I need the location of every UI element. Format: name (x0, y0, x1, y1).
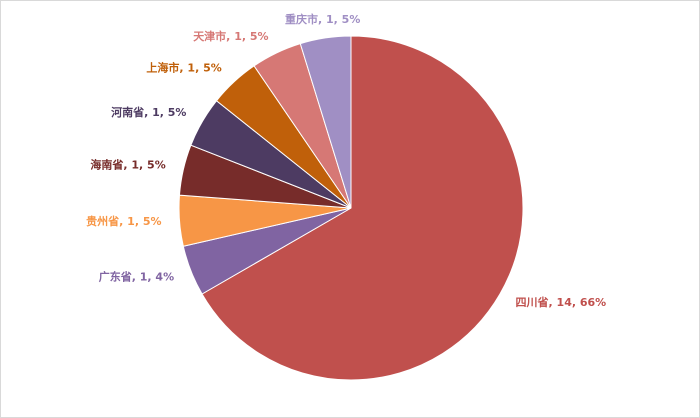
data-label: 四川省, 14, 66% (516, 295, 607, 309)
pie-slice (201, 35, 524, 381)
data-label: 上海市, 1, 5% (146, 61, 221, 75)
data-label: 河南省, 1, 5% (111, 105, 186, 119)
pie-slice (299, 35, 352, 209)
data-label: 重庆市, 1, 5% (285, 12, 360, 26)
data-label: 海南省, 1, 5% (90, 158, 165, 172)
data-label: 贵州省, 1, 5% (86, 214, 161, 228)
data-label: 广东省, 1, 4% (99, 269, 174, 283)
data-label: 天津市, 1, 5% (193, 29, 268, 43)
